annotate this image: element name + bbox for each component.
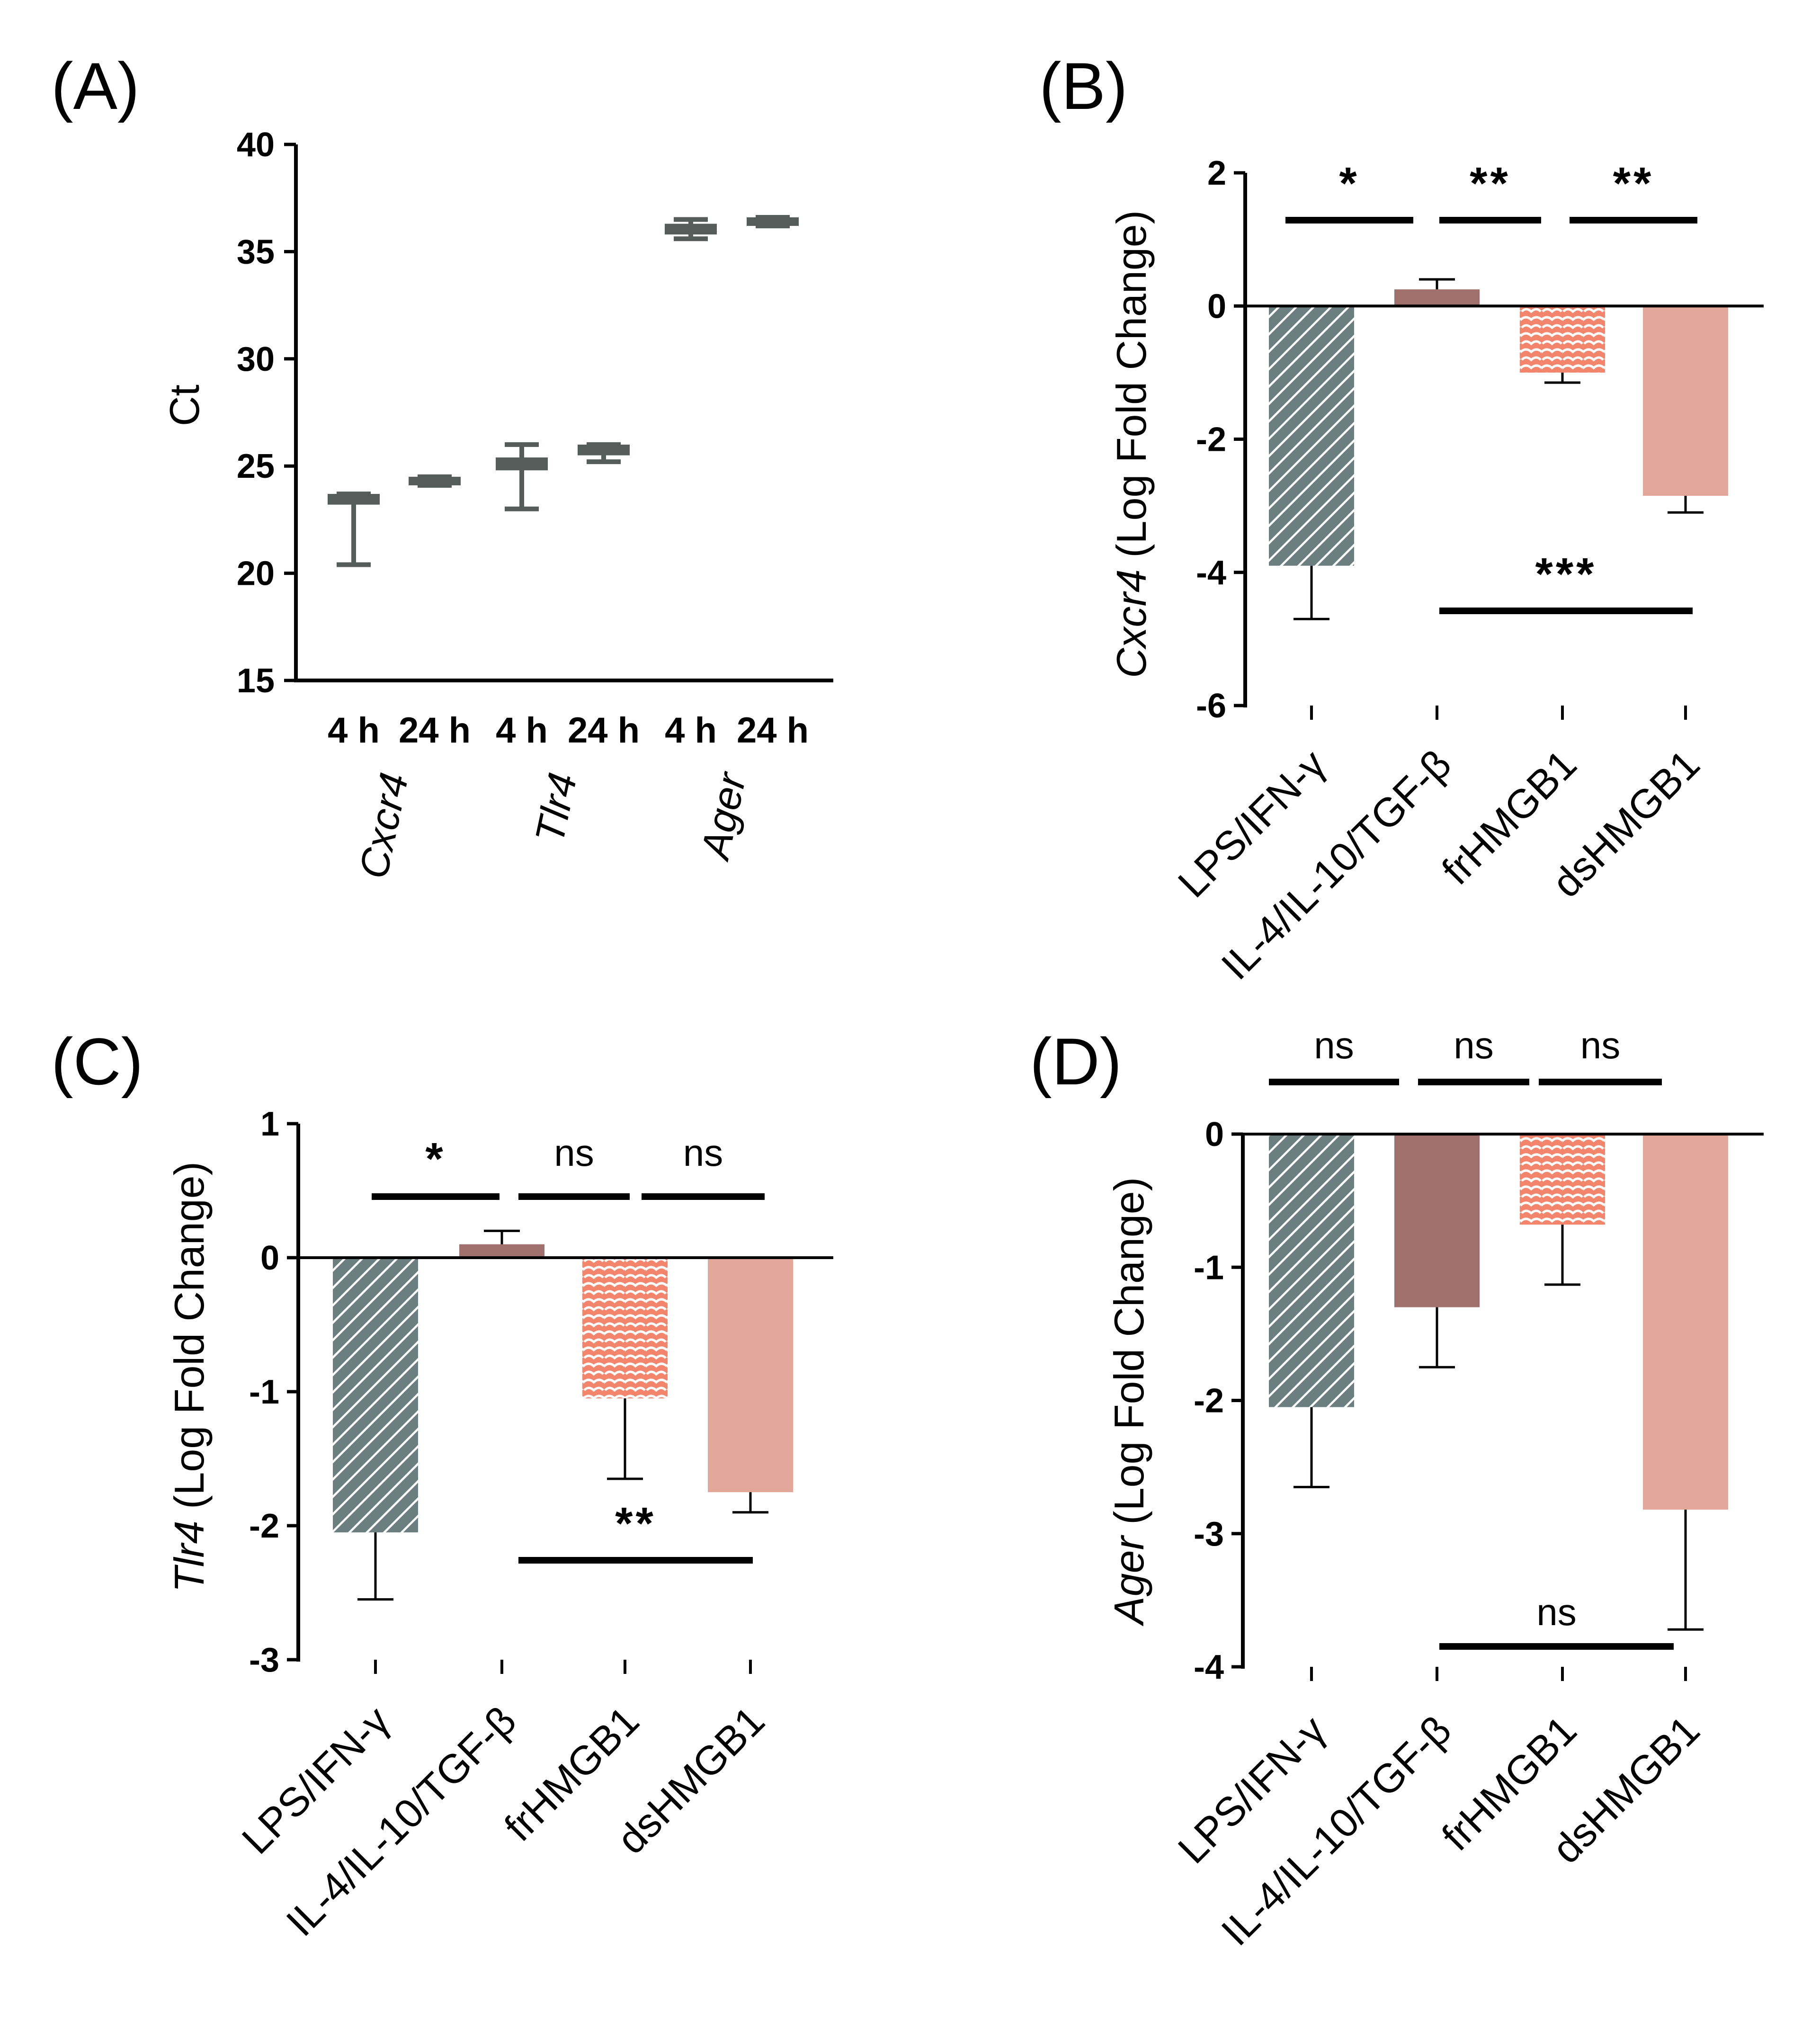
panel-c-y-axis-gene: Tlr4 xyxy=(166,1520,213,1592)
panel-b-y-tick-label: 2 xyxy=(1207,154,1226,192)
panel-b-y-tick-label: -2 xyxy=(1196,421,1226,459)
panel-c-y-axis-unit: (Log Fold Change) xyxy=(166,1162,213,1520)
panel-d-bar xyxy=(1520,1134,1605,1225)
panel-a-boxes xyxy=(328,215,799,567)
panel-d-bar xyxy=(1394,1134,1480,1307)
panel-b-letter: (B) xyxy=(1039,49,1128,123)
panel-b-significance-label: ** xyxy=(1613,158,1654,209)
panel-b-y-axis-unit: (Log Fold Change) xyxy=(1108,210,1155,569)
panel-a-time-label: 24 h xyxy=(737,710,809,751)
panel-c-y-tick-label: 0 xyxy=(260,1239,279,1277)
panel-a-y-tick-label: 20 xyxy=(237,555,275,593)
panel-d-y-tick-label: -3 xyxy=(1194,1515,1224,1553)
panel-a-box xyxy=(665,224,717,235)
panel-b-bar xyxy=(1394,289,1480,306)
panel-d-significance-label: ns xyxy=(1536,1591,1577,1633)
panel-a-y-tick-label: 15 xyxy=(237,662,275,700)
panel-c-tlr4-bars: (C) Tlr4 (Log Fold Change) -3-2-101LPS/I… xyxy=(51,1024,833,1945)
panel-a-y-tick-label: 35 xyxy=(237,233,275,271)
panel-d-category-label: IL-4/IL-10/TGF-β xyxy=(1213,1708,1460,1955)
panel-d-letter: (D) xyxy=(1030,1024,1122,1099)
panel-a-box xyxy=(578,444,630,456)
panel-b-y-axis-gene: Cxcr4 xyxy=(1108,569,1155,678)
panel-c-bar xyxy=(333,1258,418,1533)
panel-a-time-label: 24 h xyxy=(399,710,471,751)
panel-b-y-tick-label: -4 xyxy=(1196,554,1226,592)
panel-a-box xyxy=(409,476,461,485)
panel-a-letter: (A) xyxy=(51,49,140,123)
panel-c-bar xyxy=(582,1258,668,1399)
panel-c-letter: (C) xyxy=(51,1024,143,1099)
panel-b-y-tick-label: 0 xyxy=(1207,287,1226,325)
panel-a-y-axis-label: Ct xyxy=(161,385,208,426)
panel-b-bar xyxy=(1643,306,1728,496)
panel-d-y-tick-label: -2 xyxy=(1194,1382,1224,1420)
panel-a-ct-boxplot: (A) Ct 15 20 25 30 35 40 4 h 24 h Cxcr4 4 h 24 h T… xyxy=(51,49,833,883)
panel-a-box xyxy=(747,217,799,226)
panel-c-y-tick-label: -1 xyxy=(249,1373,279,1411)
panel-c-y-tick-label: -2 xyxy=(249,1507,279,1545)
panel-c-y-tick-label: -3 xyxy=(249,1641,279,1679)
panel-c-significance-label: * xyxy=(425,1134,446,1184)
panel-a-time-label: 24 h xyxy=(568,710,640,751)
panel-d-plot: -4-3-2-10LPS/IFN-γIL-4/IL-10/TGF-βfrHMGB… xyxy=(1169,1024,1764,1954)
panel-a-time-label: 4 h xyxy=(496,710,548,751)
panel-b-significance-label: ** xyxy=(1470,158,1511,209)
panel-d-y-tick-label: -4 xyxy=(1194,1648,1224,1686)
panel-d-significance-label: ns xyxy=(1454,1024,1494,1066)
panel-a-gene-label: Tlr4 xyxy=(526,769,586,847)
panel-a-y-tick-label: 30 xyxy=(237,340,275,378)
panel-d-y-axis-label: Ager (Log Fold Change) xyxy=(1106,1177,1152,1627)
panel-d-y-tick-label: 0 xyxy=(1205,1116,1224,1154)
panel-b-category-label: IL-4/IL-10/TGF-β xyxy=(1213,742,1460,989)
panel-a-time-label: 4 h xyxy=(665,710,717,751)
panel-a-gene-label: Cxcr4 xyxy=(350,769,417,883)
panel-c-bar xyxy=(459,1244,544,1258)
panel-a-box xyxy=(328,494,380,505)
panel-d-significance-label: ns xyxy=(1314,1024,1354,1066)
panel-b-y-tick-label: -6 xyxy=(1196,687,1226,725)
panel-a-box xyxy=(496,457,548,471)
panel-b-bar xyxy=(1520,306,1605,373)
panel-b-plot: -6-4-202LPS/IFN-γIL-4/IL-10/TGF-βfrHMGB1… xyxy=(1169,154,1764,988)
panel-a-y-ticks: 15 20 25 30 35 40 xyxy=(237,126,296,700)
panel-b-cxcr4-bars: (B) Cxcr4 (Log Fold Change) -6-4-202LPS/… xyxy=(1039,49,1764,988)
panel-d-bar xyxy=(1269,1134,1354,1407)
panel-c-bar xyxy=(708,1258,793,1493)
panel-d-y-tick-label: -1 xyxy=(1194,1249,1224,1287)
panel-c-plot: -3-2-101LPS/IFN-γIL-4/IL-10/TGF-βfrHMGB1… xyxy=(233,1105,833,1945)
panel-d-y-axis-gene: Ager xyxy=(1106,1534,1152,1627)
panel-a-y-tick-label: 40 xyxy=(237,126,275,164)
panel-d-ager-bars: (D) Ager (Log Fold Change) -4-3-2-10LPS/… xyxy=(1030,1024,1764,1954)
panel-a-time-label: 4 h xyxy=(328,710,380,751)
panel-b-significance-label: * xyxy=(1339,158,1359,209)
panel-d-significance-label: ns xyxy=(1580,1024,1621,1066)
panel-d-bar xyxy=(1643,1134,1728,1510)
panel-b-y-axis-label: Cxcr4 (Log Fold Change) xyxy=(1108,210,1155,678)
panel-a-y-tick-label: 25 xyxy=(237,447,275,485)
panel-c-significance-label: ** xyxy=(615,1498,656,1549)
panel-d-y-axis-unit: (Log Fold Change) xyxy=(1106,1177,1152,1536)
panel-c-y-tick-label: 1 xyxy=(260,1105,279,1143)
panel-b-bar xyxy=(1269,306,1354,566)
panel-b-significance-label: *** xyxy=(1535,549,1597,599)
panel-c-category-label: IL-4/IL-10/TGF-β xyxy=(278,1698,525,1945)
panel-c-significance-label: ns xyxy=(554,1132,594,1174)
panel-c-y-axis-label: Tlr4 (Log Fold Change) xyxy=(166,1162,213,1592)
panel-a-x-labels: 4 h 24 h Cxcr4 4 h 24 h Tlr4 4 h 24 h Ager xyxy=(328,710,809,883)
panel-c-significance-label: ns xyxy=(683,1132,723,1174)
panel-a-gene-label: Ager xyxy=(692,768,755,865)
